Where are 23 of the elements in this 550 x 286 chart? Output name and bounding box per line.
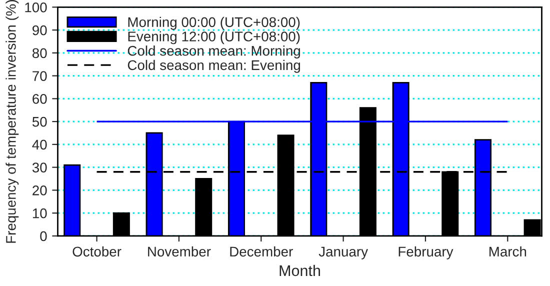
x-tick-label: February — [398, 246, 454, 260]
y-tick-label: 0 — [40, 231, 47, 242]
x-tick-label: January — [318, 246, 368, 260]
y-tick-label: 80 — [32, 48, 47, 58]
x-tick-label: March — [489, 246, 526, 257]
y-tick-label: 30 — [32, 162, 47, 172]
y-tick-label: 60 — [32, 94, 47, 104]
y-tick-label: 70 — [32, 71, 47, 81]
y-axis-title: Frequency of temperature inversion (%) — [6, 0, 19, 243]
y-tick-label: 100 — [25, 2, 47, 12]
y-tick-label: 90 — [32, 25, 47, 36]
x-tick-label: December — [230, 246, 293, 257]
y-tick-label: 40 — [32, 140, 47, 150]
legend-label: Cold season mean: Morning — [128, 46, 300, 58]
legend-label: Evening 12:00 (UTC+08:00) — [128, 31, 300, 44]
y-tick-label: 50 — [32, 116, 47, 127]
y-tick-label: 10 — [32, 208, 47, 218]
legend-label: Morning 00:00 (UTC+08:00) — [128, 16, 300, 30]
x-axis-title: Month — [280, 264, 320, 276]
y-tick-label: 20 — [32, 186, 47, 196]
x-tick-label: October — [72, 246, 122, 257]
legend-label: Cold season mean: Evening — [128, 60, 300, 73]
x-tick-label: November — [148, 246, 211, 257]
